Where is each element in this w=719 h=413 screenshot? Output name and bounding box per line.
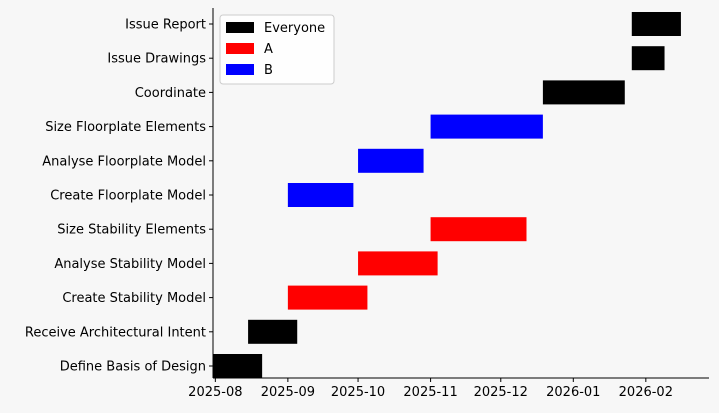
axes-layer	[209, 8, 709, 382]
legend-swatch-everyone	[226, 22, 254, 33]
bars-layer	[213, 12, 681, 378]
bar-receive-architectural-intent	[248, 319, 298, 344]
x-tick-label-2025-08: 2025-08	[188, 385, 242, 400]
bar-issue-drawings	[631, 46, 665, 71]
x-tick-label-2026-01: 2026-01	[546, 385, 600, 400]
x-tick-label-2025-09: 2025-09	[261, 385, 315, 400]
bar-issue-report	[631, 12, 681, 36]
y-tick-label-size-stability-elements: Size Stability Elements	[57, 223, 206, 238]
y-tick-label-issue-drawings: Issue Drawings	[107, 52, 206, 67]
y-tick-label-receive-architectural-intent: Receive Architectural Intent	[25, 325, 206, 340]
bar-size-stability-elements	[430, 217, 527, 242]
bar-analyse-stability-model	[358, 251, 438, 276]
y-tick-label-create-floorplate-model: Create Floorplate Model	[50, 189, 206, 204]
legend: Everyone AB	[219, 14, 335, 85]
legend-swatch-b	[226, 64, 254, 75]
bar-define-basis-of-design	[213, 354, 263, 378]
bar-analyse-floorplate-model	[358, 148, 424, 173]
bar-create-floorplate-model	[287, 183, 354, 207]
x-tick-label-2025-11: 2025-11	[403, 385, 457, 400]
y-tick-label-coordinate: Coordinate	[135, 86, 206, 101]
x-tick-labels: 2025-08 2025-09 2025-10 2025-11 2025-12 2026-…	[188, 385, 673, 400]
bar-coordinate	[542, 80, 625, 105]
y-tick-label-define-basis-of-design: Define Basis of Design	[60, 360, 206, 375]
x-tick-label-2026-02: 2026-02	[619, 385, 673, 400]
x-tick-label-2025-12: 2025-12	[474, 385, 528, 400]
x-tick-label-2025-10: 2025-10	[331, 385, 385, 400]
legend-swatch-a	[226, 43, 254, 54]
legend-label-a: A	[264, 42, 273, 57]
y-tick-label-size-floorplate-elements: Size Floorplate Elements	[45, 120, 206, 135]
bar-create-stability-model	[287, 285, 368, 310]
y-tick-label-analyse-floorplate-model: Analyse Floorplate Model	[42, 154, 206, 169]
legend-label-b: B	[264, 63, 273, 78]
y-tick-label-issue-report: Issue Report	[125, 18, 206, 33]
bar-size-floorplate-elements	[430, 114, 543, 139]
y-tick-label-analyse-stability-model: Analyse Stability Model	[54, 257, 206, 272]
y-tick-labels: Define Basis of Design Receive Architectu…	[25, 18, 206, 375]
y-tick-label-create-stability-model: Create Stability Model	[62, 291, 206, 306]
legend-label-everyone: Everyone	[264, 21, 325, 36]
